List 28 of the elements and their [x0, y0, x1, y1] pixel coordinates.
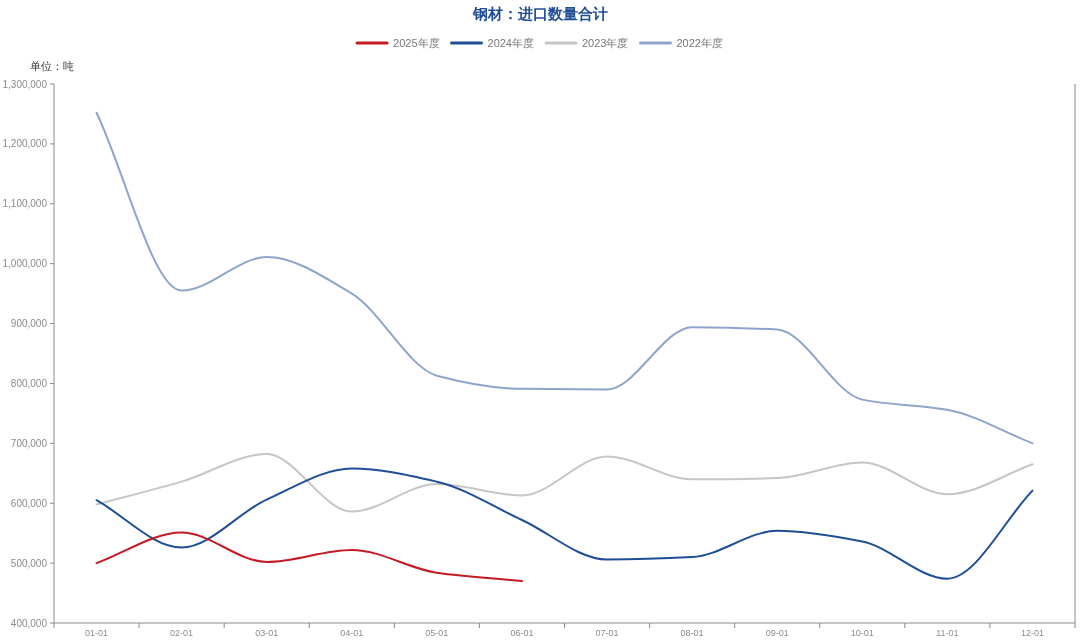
legend-label: 2022年度: [676, 37, 723, 49]
y-tick-label: 1,000,000: [2, 258, 47, 270]
legend-label: 2025年度: [393, 37, 440, 49]
y-tick-label: 1,300,000: [2, 78, 47, 90]
legend-label: 2024年度: [487, 37, 534, 49]
x-tick-label: 03-01: [255, 628, 279, 638]
title: 钢材：进口数量合计: [472, 5, 608, 22]
y-tick-label: 1,100,000: [2, 198, 47, 210]
ylabel: 单位：吨: [30, 60, 74, 72]
y-tick-label: 800,000: [10, 377, 47, 389]
x-tick-label: 07-01: [595, 628, 619, 638]
x-tick-label: 09-01: [765, 628, 789, 638]
x-tick-label: 04-01: [340, 628, 364, 638]
x-tick-label: 05-01: [425, 628, 449, 638]
x-tick-label: 02-01: [170, 628, 194, 638]
legend-label: 2023年度: [582, 37, 629, 49]
x-tick-label: 11-01: [936, 628, 959, 638]
y-tick-label: 400,000: [10, 617, 47, 629]
y-tick-label: 900,000: [10, 318, 47, 330]
y-tick-label: 1,200,000: [2, 138, 47, 150]
y-tick-label: 500,000: [10, 557, 47, 569]
y-tick-label: 600,000: [10, 497, 47, 509]
y-tick-label: 700,000: [10, 437, 47, 449]
x-tick-label: 10-01: [850, 628, 874, 638]
x-tick-label: 01-01: [85, 628, 109, 638]
x-tick-label: 06-01: [510, 628, 534, 638]
x-tick-label: 08-01: [680, 628, 704, 638]
x-tick-label: 12-01: [1020, 628, 1044, 638]
